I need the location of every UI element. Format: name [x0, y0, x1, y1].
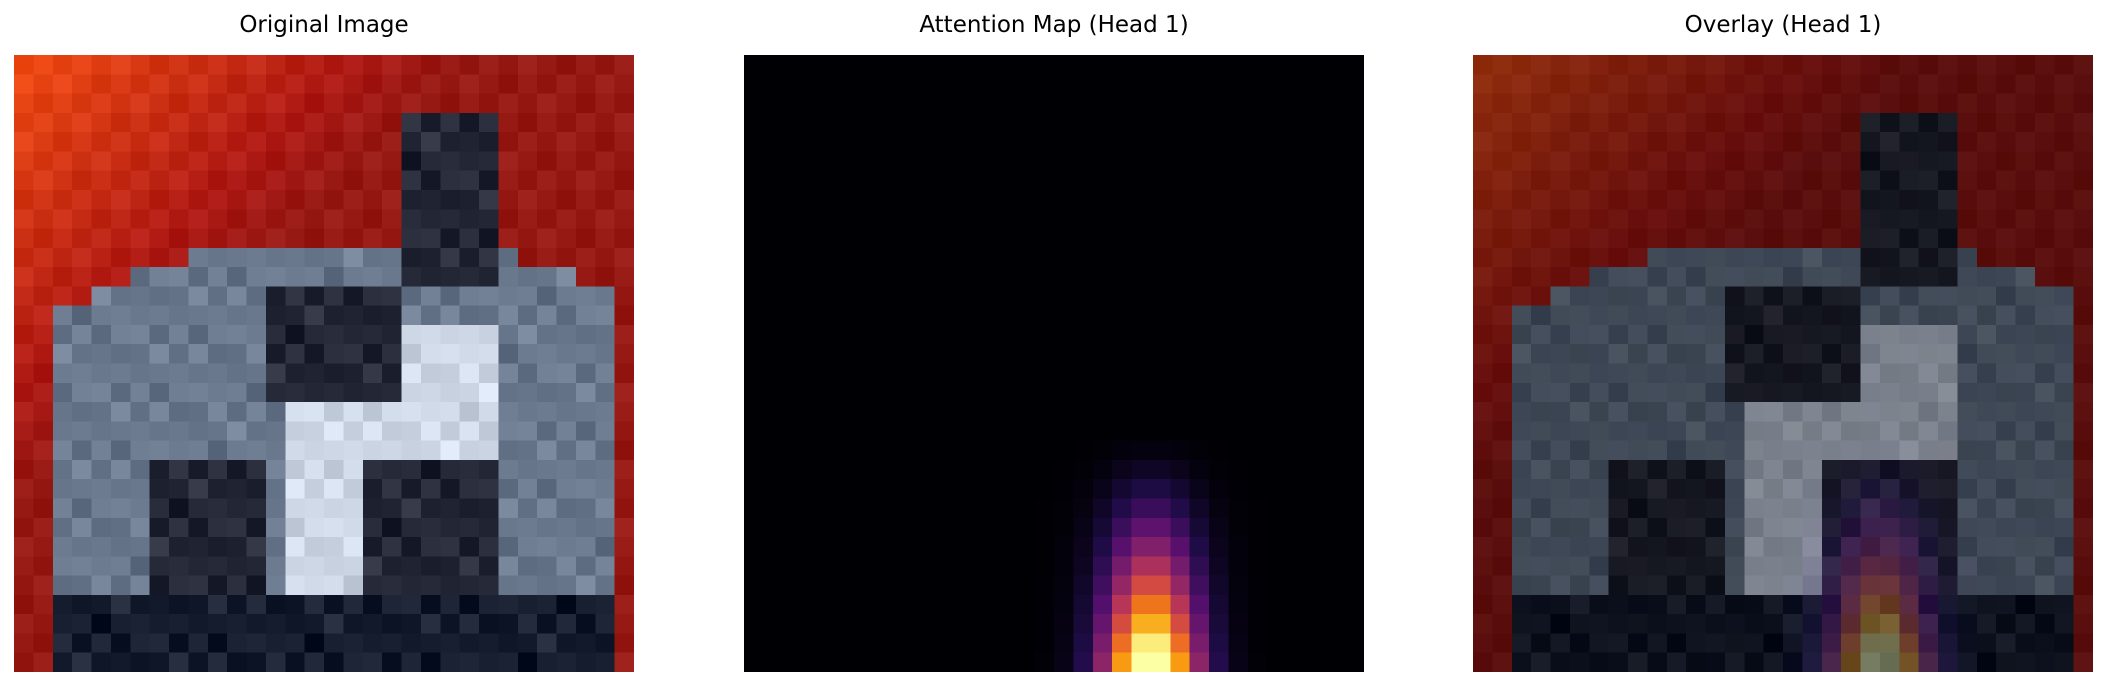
panel-title-overlay: Overlay (Head 1)	[1684, 12, 1882, 38]
original-image-heatmap	[14, 55, 634, 672]
panel-title-original: Original Image	[239, 12, 409, 38]
attention-map-heatmap	[744, 55, 1364, 672]
panel-title-attention-map: Attention Map (Head 1)	[919, 12, 1189, 38]
overlay-heatmap	[1473, 55, 2093, 672]
